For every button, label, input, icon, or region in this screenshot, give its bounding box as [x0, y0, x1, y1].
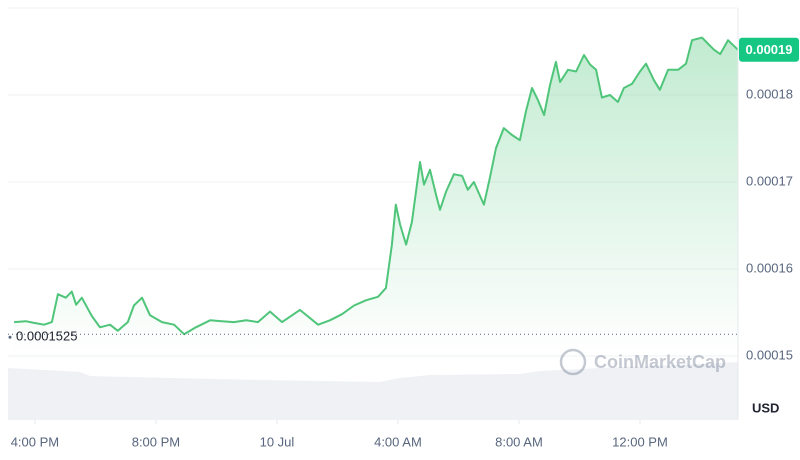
last-price-badge — [739, 37, 799, 62]
y-tick-label: 0.00018 — [746, 86, 793, 101]
volume-area — [8, 362, 738, 420]
x-tick-label: 4:00 PM — [11, 434, 59, 449]
area-fill — [14, 37, 739, 356]
watermark: CoinMarketCap — [559, 348, 726, 376]
x-tick-label: 4:00 AM — [374, 434, 422, 449]
y-tick-label: 0.00017 — [746, 173, 793, 188]
x-tick-label: 12:00 PM — [612, 434, 668, 449]
marks — [14, 36, 739, 356]
reference-dot — [8, 335, 12, 339]
x-tick-label: 10 Jul — [260, 434, 295, 449]
currency-label: USD — [752, 400, 779, 415]
reference-label: 0.0001525 — [16, 329, 77, 344]
price-line — [14, 36, 739, 336]
watermark-text: CoinMarketCap — [594, 352, 726, 372]
watermark-logo — [559, 348, 587, 376]
last-price-label: 0.00019 — [746, 42, 793, 57]
x-tick-label: 8:00 AM — [495, 434, 543, 449]
x-tick-label: 8:00 PM — [132, 434, 180, 449]
y-tick-label: 0.00016 — [746, 260, 793, 275]
y-tick-label: 0.00015 — [746, 347, 793, 362]
